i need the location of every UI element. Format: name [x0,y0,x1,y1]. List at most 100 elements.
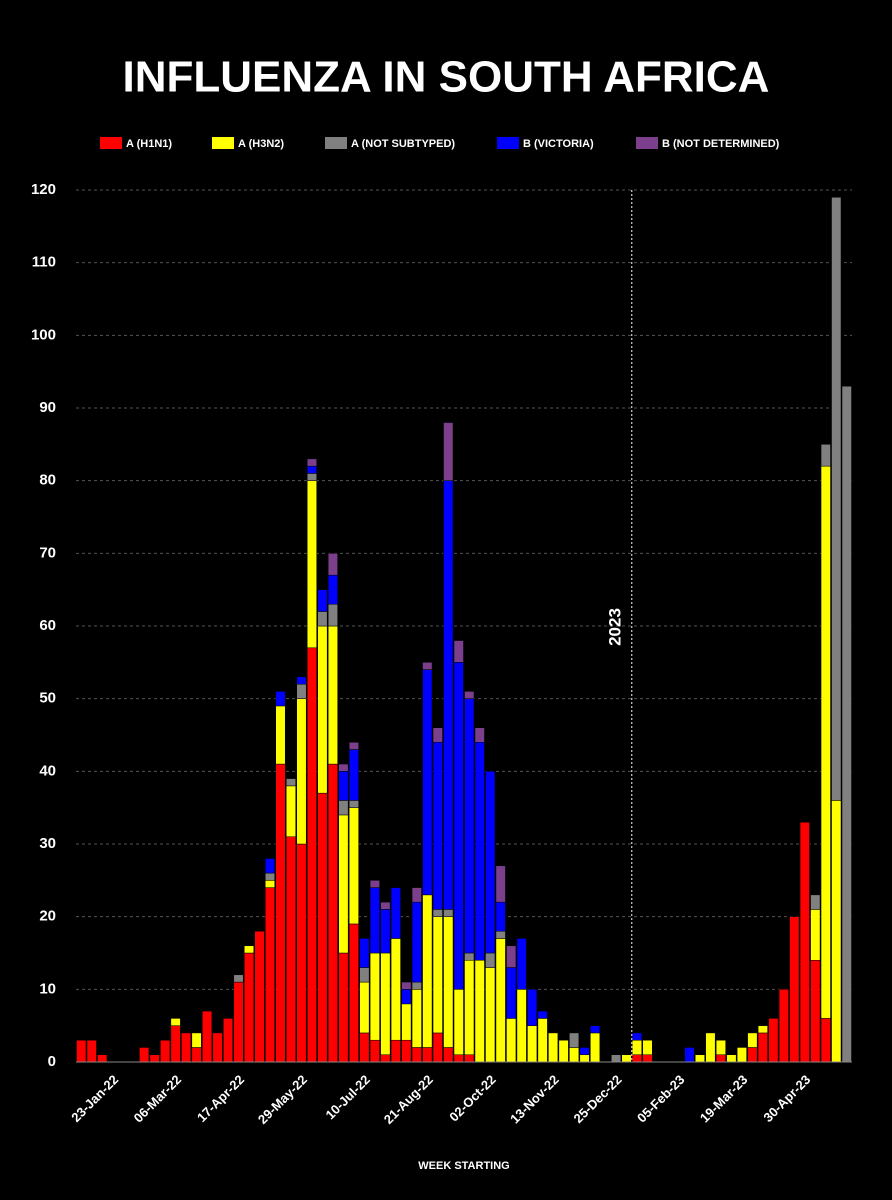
bar-segment [485,952,496,968]
bar-segment [474,960,485,1063]
bar-segment [369,887,380,954]
legend-swatch [636,137,658,149]
bar-segment [244,952,255,1063]
bar-segment [296,683,307,699]
bar-segment [820,465,831,1019]
bar-segment [327,553,338,576]
bar-segment [390,1039,401,1063]
bar-segment [181,1032,192,1063]
bar-segment [296,843,307,1063]
bar-segment [464,960,475,1055]
bar-segment [810,909,821,961]
bar-segment [453,640,464,663]
legend-swatch [325,137,347,149]
bar-segment [97,1054,108,1063]
legend-label: A (H3N2) [238,138,284,150]
bar-segment [401,1003,412,1041]
bar-segment [359,967,370,983]
bar-segment [86,1039,97,1063]
bar-segment [778,989,789,1063]
bar-segment [632,1032,643,1041]
bar-segment [464,691,475,699]
bar-segment [495,865,506,903]
bar-segment [642,1039,653,1055]
bar-segment [265,887,275,1063]
bar-segment [537,1010,548,1019]
bar-segment [516,938,527,990]
bar-segment [705,1032,716,1063]
bar-segment [757,1032,768,1063]
bar-segment [432,916,443,1034]
bar-segment [76,1039,87,1063]
bar-segment [244,945,255,954]
bar-segment [464,1054,475,1063]
bar-segment [348,800,359,808]
bar-segment [453,989,464,1055]
bar-segment [306,647,317,1063]
bar-segment [820,444,831,467]
y-tick-label: 70 [39,544,56,561]
bar-segment [810,960,821,1063]
bar-segment [285,785,296,837]
bar-segment [285,836,296,1063]
bar-segment [306,458,317,467]
bar-segment [621,1054,632,1063]
bar-segment [317,625,328,794]
bar-segment [380,901,391,910]
bar-segment [296,698,307,845]
bar-segment [747,1047,758,1063]
bar-segment [191,1047,202,1063]
bar-segment [317,792,328,1063]
bar-segment [464,698,475,954]
bar-segment [369,880,380,888]
bar-segment [831,197,842,801]
year-annotation: 2023 [605,608,624,646]
legend-swatch [212,137,234,149]
y-tick-label: 100 [31,326,56,343]
bar-segment [453,1054,464,1063]
bar-segment [443,916,454,1048]
bar-segment [485,771,496,954]
bar-segment [348,742,359,750]
bar-segment [380,952,391,1055]
bar-segment [348,923,359,1063]
bar-segment [495,901,506,932]
bar-segment [443,422,454,481]
bar-segment [632,1039,643,1055]
bar-segment [401,1039,412,1063]
bar-segment [831,800,842,1063]
bar-segment [726,1054,737,1063]
y-tick-label: 90 [39,399,56,416]
bar-segment [715,1054,726,1063]
bar-segment [338,814,349,954]
legend-label: B (NOT DETERMINED) [662,138,780,150]
bar-segment [411,901,422,983]
bar-segment [453,662,464,990]
bar-segment [380,909,391,954]
y-tick-label: 30 [39,835,56,852]
bar-segment [799,821,810,1063]
bar-segment [841,385,852,1063]
bar-segment [411,1047,422,1063]
bar-segment [359,1032,370,1063]
bar-segment [422,669,433,896]
y-tick-label: 40 [39,762,56,779]
bar-segment [285,778,296,787]
bar-segment [527,1025,538,1063]
bar-segment [495,938,506,1063]
bar-segment [265,858,275,874]
bar-segment [715,1039,726,1055]
bar-segment [411,887,422,903]
bar-segment [810,894,821,910]
bar-segment [558,1039,569,1063]
y-tick-label: 20 [39,908,56,925]
bar-segment [432,909,443,917]
bar-segment [422,662,433,670]
legend-swatch [497,137,519,149]
bar-segment [485,967,496,1063]
bar-segment [548,1032,559,1063]
bar-segment [296,676,307,685]
bar-segment [265,880,275,888]
bar-segment [160,1039,171,1063]
